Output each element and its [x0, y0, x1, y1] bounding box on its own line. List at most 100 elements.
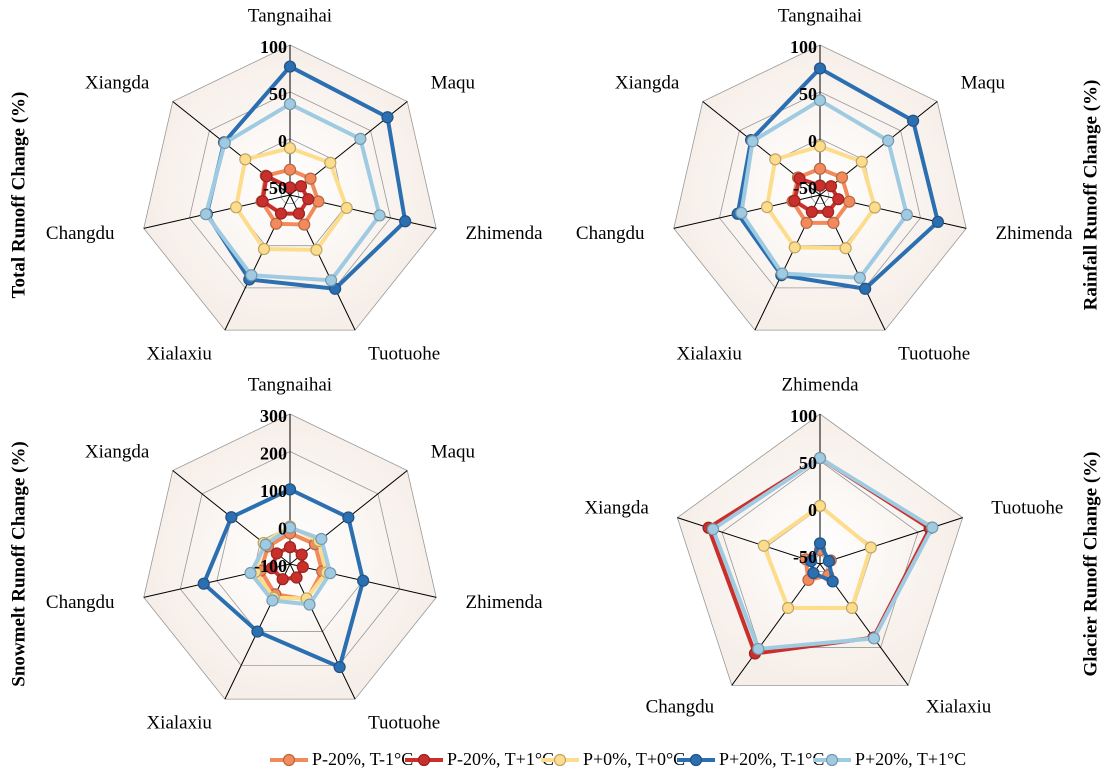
legend-label: P+20%, T+1°C	[855, 749, 966, 769]
data-point	[340, 201, 353, 215]
grid-ring	[143, 413, 437, 700]
data-point	[926, 521, 939, 534]
data-point	[800, 216, 813, 229]
data-point	[735, 206, 748, 220]
data-point	[270, 217, 283, 230]
category-label: Tuotuohe	[898, 344, 970, 365]
data-point	[706, 523, 720, 536]
legend: P-20%, T-1°C P-20%, T+1°C P+0%, T+0°C P+20%…	[270, 749, 966, 769]
data-point	[813, 94, 827, 107]
grid-ring	[673, 44, 967, 331]
data-point	[867, 632, 881, 645]
data-point	[259, 538, 272, 551]
category-label: Tuotuohe	[368, 344, 440, 365]
data-point	[357, 574, 370, 587]
data-point	[310, 243, 323, 257]
data-point	[298, 218, 311, 231]
category-label: Changdu	[46, 223, 115, 244]
data-point	[813, 62, 827, 75]
data-point	[199, 208, 213, 221]
data-point	[839, 242, 852, 255]
category-label: Tangnaihai	[248, 5, 332, 26]
data-point	[853, 271, 866, 284]
data-point	[244, 566, 257, 580]
data-point	[805, 205, 818, 218]
data-point	[793, 172, 806, 185]
data-point	[312, 195, 325, 208]
category-label: Changdu	[576, 223, 645, 244]
data-point	[276, 573, 289, 586]
r-tick-label: 0	[278, 131, 287, 151]
data-point	[296, 560, 309, 574]
data-point	[827, 216, 840, 229]
data-point	[868, 201, 881, 214]
data-point	[283, 541, 297, 554]
data-point	[855, 155, 868, 168]
data-point	[826, 575, 839, 588]
series-line	[764, 144, 877, 251]
data-point	[266, 594, 279, 607]
category-label: Xiangda	[85, 441, 150, 462]
legend-label: P-20%, T-1°C	[312, 749, 413, 769]
category-label: Tuotuohe	[991, 497, 1063, 518]
data-point	[324, 156, 337, 169]
data-point	[251, 625, 264, 638]
data-point	[752, 642, 765, 656]
category-label: Zhimenda	[465, 592, 543, 613]
category-label: Xialaxiu	[146, 344, 212, 365]
spoke	[819, 517, 963, 565]
category-label: Changdu	[646, 696, 715, 717]
legend-marker	[689, 753, 703, 767]
data-point	[788, 241, 801, 254]
data-point	[225, 511, 238, 524]
grid-ring	[676, 413, 964, 686]
category-label: Tuotuohe	[368, 713, 440, 734]
data-point	[294, 180, 308, 193]
data-point	[256, 195, 269, 208]
data-point	[757, 539, 770, 552]
series-line	[234, 146, 349, 252]
legend-label: P+0%, T+0°C	[583, 749, 685, 769]
data-point	[257, 242, 271, 256]
r-tick-label: 50	[799, 84, 817, 104]
data-point	[197, 577, 210, 590]
data-point	[304, 172, 317, 185]
r-tick-label: 200	[260, 444, 287, 464]
legend-marker	[282, 753, 296, 767]
r-tick-label: 300	[260, 406, 287, 426]
data-point	[283, 483, 297, 496]
data-point	[324, 567, 337, 580]
data-point	[283, 60, 297, 73]
category-label: Zhimenda	[465, 223, 543, 244]
radar-chart: Tangnaihai Maqu Zhimenda Tuotuohe Xialaxiu Ch…	[8, 5, 543, 364]
category-label: Zhimenda	[781, 374, 859, 395]
data-point	[813, 537, 827, 550]
data-point	[260, 170, 273, 183]
legend-marker	[825, 753, 839, 767]
data-point	[295, 548, 308, 561]
grid-ring	[143, 44, 437, 331]
data-point	[274, 207, 288, 220]
data-point	[270, 547, 283, 560]
data-point	[813, 499, 827, 512]
grid-ring	[719, 91, 921, 289]
data-point	[882, 134, 895, 147]
r-tick-label: 0	[278, 519, 287, 539]
data-point	[813, 451, 827, 465]
category-label: Xiangda	[584, 497, 649, 518]
series-line	[201, 487, 366, 670]
data-point	[832, 193, 845, 206]
grid-ring	[721, 460, 919, 648]
axis-title: Total Runoff Change (%)	[8, 92, 29, 299]
data-point	[381, 111, 394, 124]
legend-marker	[553, 753, 567, 767]
data-point	[822, 205, 835, 218]
data-point	[399, 215, 412, 228]
r-tick-label: -50	[793, 547, 817, 567]
category-label: Changdu	[46, 592, 115, 613]
grid-ring	[189, 91, 391, 289]
radar-chart: Zhimenda Tuotuohe Xialaxiu Changdu Xiangda -5…	[584, 374, 1101, 717]
category-label: Tangnaihai	[248, 374, 332, 395]
data-point	[229, 201, 243, 214]
